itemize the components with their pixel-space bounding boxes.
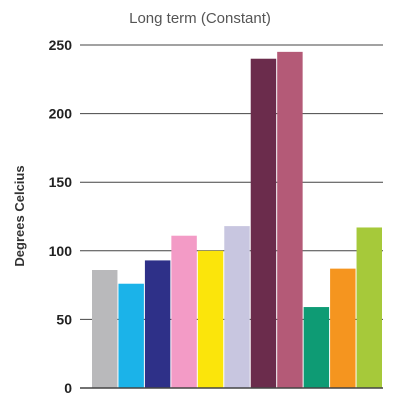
bars (92, 51, 382, 389)
bar (330, 268, 356, 388)
chart-title: Long term (Constant) (129, 10, 271, 27)
y-tick-label: 150 (49, 174, 73, 190)
bar (303, 307, 330, 388)
y-tick-label: 0 (64, 380, 72, 396)
bar (92, 270, 118, 388)
bar (118, 283, 144, 388)
bar (224, 226, 250, 388)
y-axis-label: Degrees Celcius (12, 165, 27, 266)
bar (250, 58, 277, 388)
y-tick-labels: 0 50 100 150 200 250 (49, 37, 73, 396)
y-tick-label: 100 (49, 243, 73, 259)
bar (277, 51, 303, 389)
bar (144, 260, 171, 388)
bar (171, 235, 197, 388)
y-tick-label: 200 (49, 106, 73, 122)
y-tick-label: 50 (56, 311, 72, 327)
bar (197, 250, 224, 388)
bar (356, 227, 382, 388)
y-tick-label: 250 (49, 37, 73, 53)
